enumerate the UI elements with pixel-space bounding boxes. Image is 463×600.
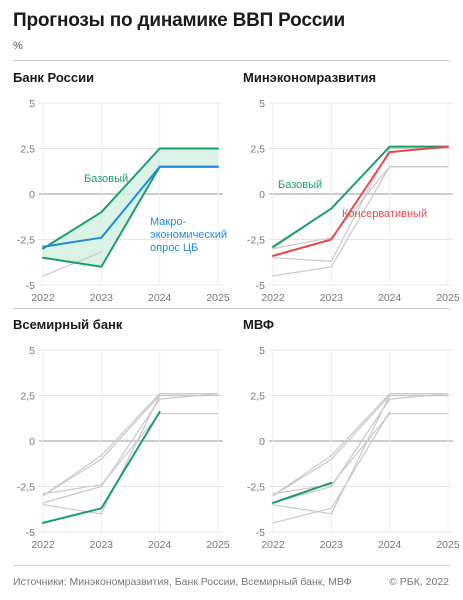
x-tick-label: 2024	[148, 292, 172, 304]
y-tick-label: 5	[29, 345, 35, 357]
y-tick-label: 0	[259, 189, 265, 201]
x-tick-label: 2023	[90, 539, 114, 551]
series-line-background	[272, 411, 391, 524]
row-divider	[13, 308, 450, 309]
x-tick-label: 2024	[378, 539, 402, 551]
series-line-background	[272, 146, 449, 250]
annotation-label: Макро-	[150, 216, 186, 228]
y-tick-label: 0	[29, 436, 35, 448]
x-tick-label: 2023	[320, 539, 344, 551]
y-tick-label: 5	[259, 345, 265, 357]
forecast-range-band	[43, 148, 218, 267]
x-tick-label: 2025	[436, 539, 460, 551]
x-tick-label: 2025	[206, 292, 230, 304]
x-tick-label: 2022	[261, 539, 285, 551]
panel-title: Банк России	[13, 70, 95, 85]
x-tick-label: 2024	[378, 292, 402, 304]
series-line-blue	[42, 165, 219, 248]
annotation-label: опрос ЦБ	[150, 242, 198, 254]
y-tick-label: -2,5	[247, 235, 265, 247]
y-tick-label: -5	[256, 280, 265, 292]
footer-divider	[13, 565, 450, 566]
series-line-background	[272, 147, 449, 262]
series-line-red	[272, 145, 449, 257]
unit-label: %	[13, 40, 23, 52]
chart-panel-imf: МВФ 5 2,5 0 -2,5 -5 2022 2023 2024 2025	[243, 317, 463, 551]
annotation-label: Консервативный	[342, 208, 427, 220]
y-tick-label: 0	[29, 189, 35, 201]
chart-panel-ministry-economy: Минэкономразвития 5 2,5 0 -2,5 -5 2022 2023 202…	[243, 70, 463, 304]
page-title: Прогнозы по динамике ВВП России	[13, 10, 346, 31]
y-tick-label: 0	[259, 436, 265, 448]
header-divider	[13, 60, 450, 61]
x-tick-label: 2022	[261, 292, 285, 304]
x-tick-label: 2025	[436, 292, 460, 304]
series-line-background	[272, 394, 449, 497]
x-tick-label: 2022	[31, 539, 55, 551]
y-tick-label: -2,5	[17, 235, 35, 247]
series-line-green	[272, 145, 449, 248]
x-tick-label: 2025	[206, 539, 230, 551]
x-tick-label: 2024	[148, 539, 172, 551]
series-line-background	[272, 393, 449, 504]
x-tick-label: 2023	[320, 292, 344, 304]
chart-panel-bank-of-russia: Банк России 5 2,5 0 -2,5 -5 2022 2023 2024 2025 Б…	[13, 70, 241, 304]
chart-panel-world-bank: Всемирный банк 5 2,5 0 -2,5 -5 2022 2023 2024 20…	[13, 317, 241, 551]
copyright: © РБК, 2022	[389, 576, 449, 588]
series-line-background	[42, 393, 219, 504]
series-line-background	[272, 166, 449, 250]
x-tick-label: 2022	[31, 292, 55, 304]
annotation-label: Базовый	[84, 173, 128, 185]
y-tick-label: -2,5	[17, 482, 35, 494]
panel-title: МВФ	[243, 317, 274, 332]
series-line-green	[272, 481, 333, 504]
annotation-label: экономический	[150, 229, 227, 241]
series-line-background	[42, 394, 219, 497]
y-tick-label: 5	[29, 98, 35, 110]
series-line-background	[272, 413, 449, 495]
panel-title: Всемирный банк	[13, 317, 123, 332]
y-tick-label: 2,5	[250, 391, 265, 403]
series-line-green	[42, 410, 161, 524]
x-tick-label: 2023	[90, 292, 114, 304]
y-tick-label: -5	[26, 527, 35, 539]
series-line-background	[272, 393, 449, 497]
y-tick-label: -5	[256, 527, 265, 539]
y-tick-label: 2,5	[20, 144, 35, 156]
series-line-background	[42, 251, 102, 277]
y-tick-label: -5	[26, 280, 35, 292]
series-line-background	[42, 413, 219, 495]
annotation-label: Базовый	[278, 179, 322, 191]
y-tick-label: -2,5	[247, 482, 265, 494]
series-line-green	[42, 147, 219, 250]
y-tick-label: 5	[259, 98, 265, 110]
panel-title: Минэкономразвития	[243, 70, 377, 85]
y-tick-label: 2,5	[20, 391, 35, 403]
series-line-background	[42, 393, 219, 497]
sources-note: Источники: Минэкономразвития, Банк Росси…	[13, 576, 352, 588]
y-tick-label: 2,5	[250, 144, 265, 156]
